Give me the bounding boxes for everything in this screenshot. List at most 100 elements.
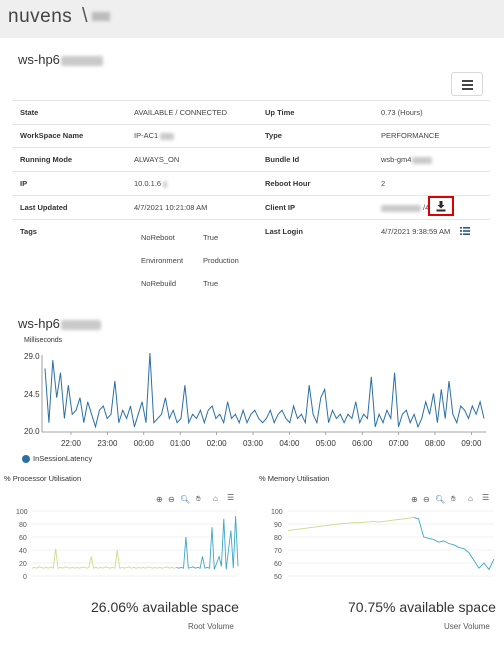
hamburger-icon-bar xyxy=(462,88,473,90)
y-tick-label: 24.5 xyxy=(24,390,40,399)
root-available-space: 26.06% available space xyxy=(91,599,239,615)
workspace-name-text: IP-AC1 xyxy=(134,131,159,140)
tag-value: True xyxy=(203,279,219,288)
row-divider xyxy=(12,171,490,172)
running-mode-value: ALWAYS_ON xyxy=(134,155,180,164)
magnifier-icon[interactable]: 🔍︎ xyxy=(180,495,191,504)
y-tick-label: 50 xyxy=(274,574,282,581)
bundle-id-label: Bundle Id xyxy=(265,155,300,164)
series-line-early xyxy=(31,548,177,569)
last-login-label: Last Login xyxy=(265,227,303,236)
latency-chart: 29.0 24.5 20.0 22:00 23:00 00:00 01:00 02:00… xyxy=(24,352,486,448)
y-tick-label: 80 xyxy=(19,522,27,529)
magnifier-icon[interactable]: 🔍︎ xyxy=(435,495,446,504)
x-tick-label: 03:00 xyxy=(243,439,264,448)
latency-chart-title-text: ws-hp6 xyxy=(18,316,60,331)
type-label: Type xyxy=(265,131,282,140)
tag-key: Environment xyxy=(141,256,184,265)
user-volume-label: User Volume xyxy=(444,622,490,631)
workspace-name-value: IP-AC1 xyxy=(134,131,175,140)
y-tick-label: 100 xyxy=(271,509,283,516)
user-available-space: 70.75% available space xyxy=(348,599,496,615)
redacted-text xyxy=(60,319,101,330)
series-line-late xyxy=(176,516,239,570)
list-icon[interactable] xyxy=(460,227,470,235)
x-tick-label: 05:00 xyxy=(316,439,337,448)
brand-separator: \ xyxy=(82,5,88,27)
tags-label: Tags xyxy=(20,227,37,236)
zoom-in-icon[interactable]: ⊕ xyxy=(411,495,418,504)
redacted-brand-suffix xyxy=(92,12,110,21)
bundle-id-text: wsb-gm4 xyxy=(381,155,412,164)
row-divider xyxy=(12,195,490,196)
redacted-text xyxy=(163,180,168,188)
client-ip-label: Client IP xyxy=(265,203,296,212)
legend-marker[interactable] xyxy=(22,455,30,463)
y-tick-label: 29.0 xyxy=(24,352,40,361)
x-tick-label: 06:00 xyxy=(352,439,373,448)
reboot-hour-label: Reboot Hour xyxy=(265,179,311,188)
x-tick-label: 02:00 xyxy=(207,439,228,448)
y-tick-label: 40 xyxy=(19,548,27,555)
series-line-early xyxy=(287,517,414,531)
download-icon xyxy=(436,201,446,212)
hamburger-icon[interactable]: ☰ xyxy=(482,493,490,502)
menu-button[interactable] xyxy=(451,72,483,96)
type-value: PERFORMANCE xyxy=(381,131,440,140)
y-tick-label: 70 xyxy=(274,548,282,555)
pan-hand-icon[interactable]: ✋︎ xyxy=(196,494,201,503)
latency-series-line xyxy=(44,352,485,429)
x-tick-label: 07:00 xyxy=(389,439,410,448)
last-updated-value: 4/7/2021 10:21:08 AM xyxy=(134,203,208,212)
redacted-text xyxy=(412,156,433,164)
state-value: AVAILABLE / CONNECTED xyxy=(134,108,228,117)
row-divider xyxy=(12,124,490,125)
redacted-text xyxy=(160,132,175,140)
brand-logo[interactable]: nuvens xyxy=(8,6,73,27)
cpu-chart-title: % Processor Utilisation xyxy=(4,474,82,483)
home-icon[interactable]: ⌂ xyxy=(468,494,473,503)
y-tick-label: 100 xyxy=(16,509,28,516)
y-tick-label: 0 xyxy=(23,574,27,581)
last-login-value: 4/7/2021 9:38:59 AM xyxy=(381,227,451,236)
workspace-name-label: WorkSpace Name xyxy=(20,131,84,140)
zoom-out-icon[interactable]: ⊖ xyxy=(168,495,175,504)
x-tick-label: 04:00 xyxy=(279,439,300,448)
x-tick-label: 08:00 xyxy=(425,439,446,448)
running-mode-label: Running Mode xyxy=(20,155,73,164)
row-divider xyxy=(12,100,490,101)
tag-value: True xyxy=(203,233,219,242)
pan-hand-icon[interactable]: ✋︎ xyxy=(451,494,456,503)
latency-chart-title: ws-hp6 xyxy=(18,316,101,331)
redacted-text xyxy=(60,55,103,66)
zoom-out-icon[interactable]: ⊖ xyxy=(423,495,430,504)
row-divider xyxy=(12,147,490,148)
zoom-in-icon[interactable]: ⊕ xyxy=(156,495,163,504)
client-ip-value: /47 xyxy=(381,203,433,212)
y-tick-label: 60 xyxy=(274,561,282,568)
legend-label[interactable]: InSessionLatency xyxy=(33,454,93,463)
root-volume-label: Root Volume xyxy=(188,622,234,631)
ip-value: 10.0.1.6 xyxy=(134,179,168,188)
ip-text: 10.0.1.6 xyxy=(134,179,162,188)
top-bar xyxy=(0,0,504,38)
download-button[interactable] xyxy=(428,196,454,216)
ip-label: IP xyxy=(20,179,28,188)
y-tick-label: 90 xyxy=(274,522,282,529)
x-tick-label: 01:00 xyxy=(170,439,191,448)
reboot-hour-value: 2 xyxy=(381,179,386,188)
workspace-card xyxy=(4,40,504,655)
x-tick-label: 23:00 xyxy=(97,439,118,448)
latency-y-axis-label: Milliseconds xyxy=(24,337,63,344)
state-label: State xyxy=(20,108,39,117)
uptime-value: 0.73 (Hours) xyxy=(381,108,423,117)
hamburger-icon[interactable]: ☰ xyxy=(227,493,235,502)
tag-key: NoRebuild xyxy=(141,279,177,288)
home-icon[interactable]: ⌂ xyxy=(213,494,218,503)
cpu-chart: 100 80 60 40 20 0 xyxy=(16,509,239,581)
tag-key: NoReboot xyxy=(141,233,175,242)
y-tick-label: 60 xyxy=(19,535,27,542)
tag-value: Production xyxy=(203,256,239,265)
bundle-id-value: wsb-gm4 xyxy=(381,155,433,164)
x-tick-label: 09:00 xyxy=(461,439,482,448)
